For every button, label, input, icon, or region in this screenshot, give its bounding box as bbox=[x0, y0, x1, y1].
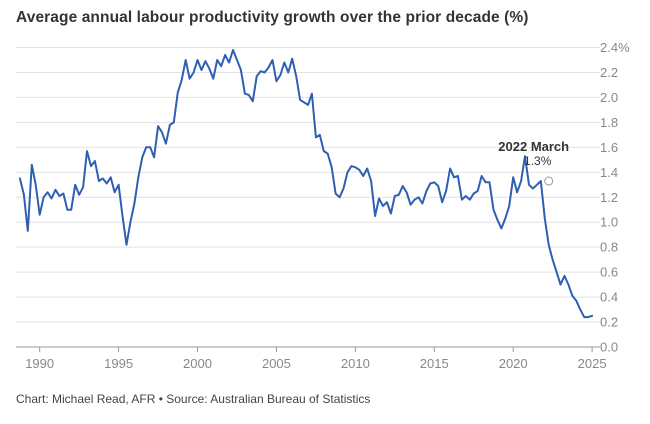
y-tick-label: 1.2 bbox=[600, 190, 618, 205]
x-tick-label: 1995 bbox=[104, 356, 133, 371]
y-tick-label: 1.0 bbox=[600, 215, 618, 230]
chart-title: Average annual labour productivity growt… bbox=[16, 9, 529, 26]
y-tick-label: 0.6 bbox=[600, 265, 618, 280]
gridlines bbox=[16, 47, 600, 323]
y-tick-label: 1.6 bbox=[600, 140, 618, 155]
y-tick-label: 0.2 bbox=[600, 315, 618, 330]
y-axis-labels: 0.0 0.2 0.4 0.6 0.8 1.0 1.2 1.4 1.6 1.8 2.0 2.2 2.4% bbox=[600, 40, 630, 355]
annotation-label: 2022 March bbox=[498, 139, 569, 154]
x-axis-ticks: 1990 1995 2000 2005 2010 2015 2020 2025 bbox=[25, 347, 607, 371]
annotation-value: 1.3% bbox=[524, 154, 552, 168]
y-tick-label: 1.8 bbox=[600, 115, 618, 130]
x-tick-label: 2020 bbox=[499, 356, 528, 371]
series-group bbox=[18, 49, 594, 319]
x-tick-label: 2010 bbox=[341, 356, 370, 371]
chart-source-footer: Chart: Michael Read, AFR • Source: Austr… bbox=[16, 392, 371, 406]
y-tick-label: 2.0 bbox=[600, 90, 618, 105]
series-line-productivity-growth bbox=[18, 49, 594, 319]
y-tick-label: 2.4% bbox=[600, 40, 630, 55]
x-tick-label: 2015 bbox=[420, 356, 449, 371]
y-tick-label: 1.4 bbox=[600, 165, 618, 180]
x-tick-label: 2025 bbox=[578, 356, 607, 371]
x-tick-label: 2005 bbox=[262, 356, 291, 371]
x-tick-label: 1990 bbox=[25, 356, 54, 371]
y-tick-label: 0.8 bbox=[600, 240, 618, 255]
y-tick-label: 2.2 bbox=[600, 65, 618, 80]
x-tick-label: 2000 bbox=[183, 356, 212, 371]
y-tick-label: 0.0 bbox=[600, 340, 618, 355]
y-tick-label: 0.4 bbox=[600, 290, 618, 305]
annotation-marker bbox=[544, 176, 554, 186]
